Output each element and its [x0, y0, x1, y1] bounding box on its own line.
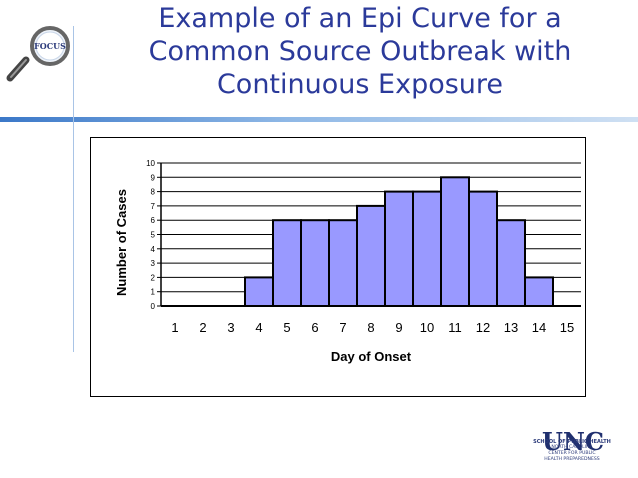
bar-day-5	[272, 219, 302, 307]
unc-logo: UNC	[542, 427, 604, 456]
y-tick-label: 10	[146, 159, 155, 168]
slide-title: Example of an Epi Curve for a Common Sou…	[100, 2, 620, 101]
x-tick-label: 15	[560, 320, 574, 335]
bar-day-13	[496, 219, 526, 307]
unc-logo-text: SCHOOL OF PUBLIC HEALTH NORTH CAROLINA C…	[531, 439, 613, 463]
x-tick-label: 7	[339, 320, 346, 335]
y-tick-label: 8	[151, 188, 156, 197]
slide-title-line-2: Common Source Outbreak with	[148, 36, 572, 67]
y-tick-label: 0	[151, 302, 156, 311]
title-divider	[0, 117, 638, 122]
x-tick-label: 9	[395, 320, 402, 335]
x-tick-label: 12	[476, 320, 490, 335]
bar-day-10	[412, 190, 442, 307]
epi-curve-chart: 0 1 2 3 4 5 6 7 8 9 10 1 2 3 4 5 6 7 8 9 10 11 12 13 14 15 Number…	[90, 137, 586, 397]
bar-day-7	[328, 219, 358, 307]
focus-logo-text: FOCUS	[34, 41, 66, 51]
x-axis-label: Day of Onset	[331, 349, 412, 364]
left-divider	[73, 26, 74, 352]
y-tick-label: 3	[151, 259, 156, 268]
unc-center-line-3: HEALTH PREPAREDNESS	[544, 457, 600, 462]
slide-title-line-1: Example of an Epi Curve for a	[158, 3, 562, 34]
y-axis-label: Number of Cases	[114, 189, 129, 296]
x-tick-label: 2	[199, 320, 206, 335]
y-tick-label: 6	[151, 216, 156, 225]
x-tick-label: 1	[171, 320, 178, 335]
unc-school-name: SCHOOL OF PUBLIC HEALTH	[533, 439, 611, 445]
x-tick-label: 4	[255, 320, 262, 335]
x-tick-label: 11	[448, 320, 462, 335]
y-tick-label: 9	[151, 173, 156, 182]
bar-day-12	[468, 190, 498, 307]
focus-magnifier-logo: FOCUS	[6, 26, 70, 82]
y-tick-label: 5	[151, 231, 156, 240]
x-tick-label: 10	[420, 320, 434, 335]
x-tick-label: 5	[283, 320, 290, 335]
y-tick-label: 7	[151, 202, 156, 211]
unc-center-line-1: NORTH CAROLINA	[551, 445, 593, 450]
x-tick-label: 6	[311, 320, 318, 335]
bar-day-4	[244, 276, 274, 307]
unc-center-line-2: CENTER FOR PUBLIC	[548, 451, 596, 456]
slide-title-line-3: Continuous Exposure	[216, 69, 504, 100]
bar-day-14	[524, 276, 554, 307]
bar-day-8	[356, 204, 386, 307]
y-tick-label: 4	[151, 245, 156, 254]
y-tick-label: 2	[151, 273, 156, 282]
x-tick-label: 14	[532, 320, 546, 335]
x-tick-label: 8	[367, 320, 374, 335]
unc-logo-mark: UNC	[542, 427, 604, 456]
y-tick-label: 1	[151, 288, 156, 297]
x-tick-label: 13	[504, 320, 518, 335]
bar-day-6	[300, 219, 330, 307]
bar-day-11	[440, 176, 470, 307]
x-tick-label: 3	[227, 320, 234, 335]
bar-day-9	[384, 190, 414, 307]
